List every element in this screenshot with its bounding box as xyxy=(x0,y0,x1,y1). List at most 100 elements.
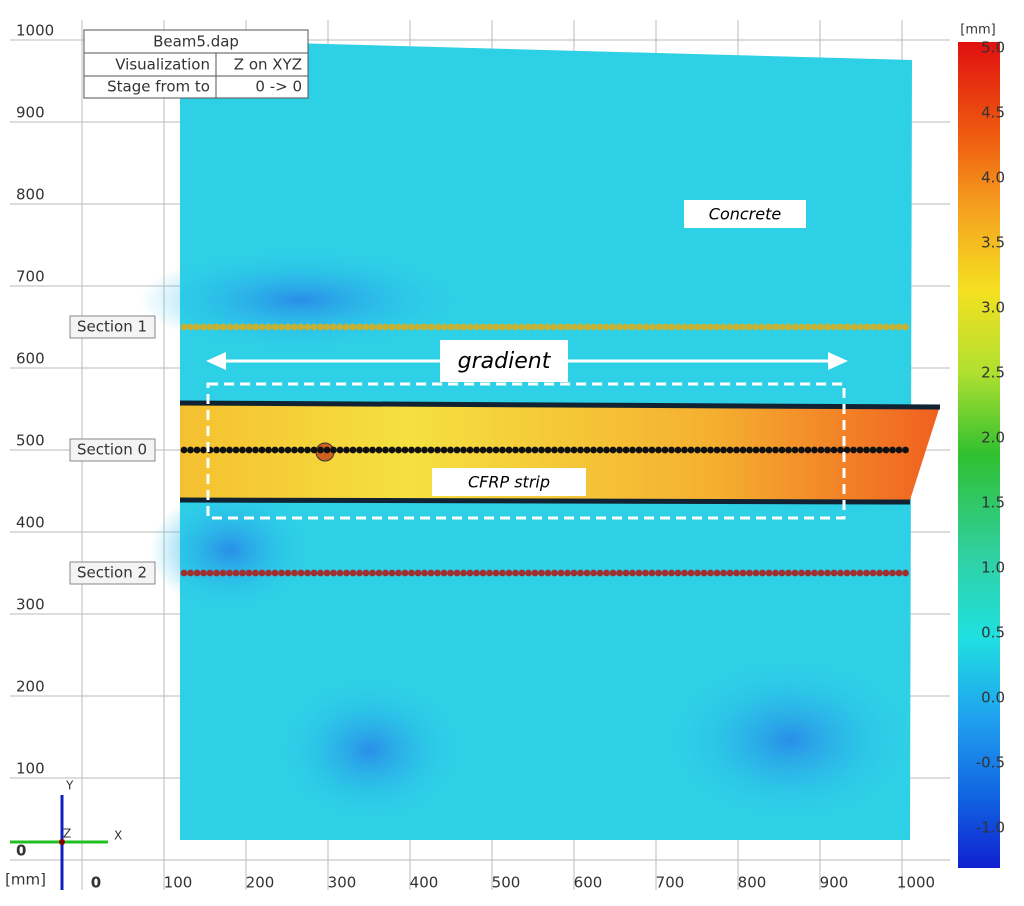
section-point xyxy=(245,323,253,331)
section-point xyxy=(336,323,344,331)
x-tick-label: 400 xyxy=(410,874,439,892)
section-point xyxy=(330,323,337,331)
section-point xyxy=(596,323,604,331)
section-point xyxy=(791,446,799,454)
section-point xyxy=(505,446,513,454)
section-point xyxy=(609,323,617,331)
section-point xyxy=(785,446,792,454)
section-point xyxy=(375,446,383,454)
section-point xyxy=(811,323,818,331)
section-point xyxy=(577,446,584,454)
section-point xyxy=(856,446,864,454)
section-point xyxy=(700,446,708,454)
section-point xyxy=(278,446,285,454)
section-point xyxy=(590,323,597,331)
section-point xyxy=(622,323,630,331)
section-point xyxy=(869,446,877,454)
section-point xyxy=(382,446,389,454)
section-point xyxy=(713,569,721,577)
section-point xyxy=(245,446,253,454)
section-label-box xyxy=(69,315,156,339)
section-point xyxy=(304,446,311,454)
section-label: Section 0 xyxy=(77,441,147,459)
section-point xyxy=(382,323,389,331)
section-point xyxy=(323,323,331,331)
section-point xyxy=(219,569,227,577)
section-point xyxy=(863,569,870,577)
section-point xyxy=(785,323,792,331)
section-point xyxy=(590,446,597,454)
section-point xyxy=(317,446,324,454)
section-point xyxy=(564,323,571,331)
label-box xyxy=(432,468,586,496)
section-point xyxy=(674,446,682,454)
section-point xyxy=(824,569,831,577)
axes-triad: Y X Z xyxy=(10,779,122,890)
section-point xyxy=(895,569,903,577)
y-tick-label: 700 xyxy=(16,268,45,286)
section-point xyxy=(726,569,734,577)
section-point xyxy=(265,446,272,454)
section-point xyxy=(707,323,714,331)
section-point xyxy=(460,446,467,454)
section-point xyxy=(713,446,721,454)
section-point xyxy=(843,323,851,331)
section-point xyxy=(401,569,409,577)
section-point xyxy=(440,323,448,331)
section-point xyxy=(668,323,675,331)
section-point xyxy=(882,446,890,454)
section-point xyxy=(850,446,857,454)
section-point xyxy=(837,323,844,331)
section-point xyxy=(778,323,786,331)
colorbar-tick-label: 0.0 xyxy=(981,689,1005,707)
section-point xyxy=(349,569,357,577)
section-point xyxy=(226,323,233,331)
section-point xyxy=(772,446,779,454)
section-point xyxy=(869,569,877,577)
section-point xyxy=(323,569,331,577)
y-tick-label: 800 xyxy=(16,186,45,204)
section-point xyxy=(252,569,259,577)
section-point xyxy=(317,569,324,577)
section-point xyxy=(824,323,831,331)
x-tick-label: 100 xyxy=(164,874,193,892)
section-point xyxy=(356,323,363,331)
section-point xyxy=(538,446,545,454)
section-point xyxy=(278,323,285,331)
section-point xyxy=(401,323,409,331)
section-point xyxy=(486,323,493,331)
section-point xyxy=(460,323,467,331)
section-point xyxy=(551,569,558,577)
section-point xyxy=(746,569,753,577)
section-point xyxy=(648,569,656,577)
section-point xyxy=(362,569,370,577)
section-point xyxy=(512,446,519,454)
section-point xyxy=(349,323,357,331)
section-point xyxy=(479,569,487,577)
axis-label: Y xyxy=(65,779,74,793)
section-point xyxy=(239,446,246,454)
section-point xyxy=(219,323,227,331)
colorbar-tick-label: 1.5 xyxy=(981,494,1005,512)
y-tick-label: 100 xyxy=(16,760,45,778)
section-point xyxy=(596,569,604,577)
table-cell: Z on XYZ xyxy=(234,56,302,74)
section-point xyxy=(902,446,909,454)
section-point xyxy=(213,569,220,577)
section-point xyxy=(733,446,740,454)
section-point xyxy=(226,569,233,577)
section-point xyxy=(720,323,727,331)
section-point xyxy=(811,569,818,577)
section-point xyxy=(180,446,188,454)
section-point xyxy=(388,569,396,577)
section-point xyxy=(525,323,532,331)
y-tick-label: 600 xyxy=(16,350,45,368)
section-point xyxy=(232,323,240,331)
section-point xyxy=(466,569,474,577)
section-point xyxy=(804,569,812,577)
section-point xyxy=(629,323,636,331)
section-point xyxy=(804,323,812,331)
section-point xyxy=(791,323,799,331)
section-point xyxy=(557,323,565,331)
y-tick-label: 300 xyxy=(16,596,45,614)
